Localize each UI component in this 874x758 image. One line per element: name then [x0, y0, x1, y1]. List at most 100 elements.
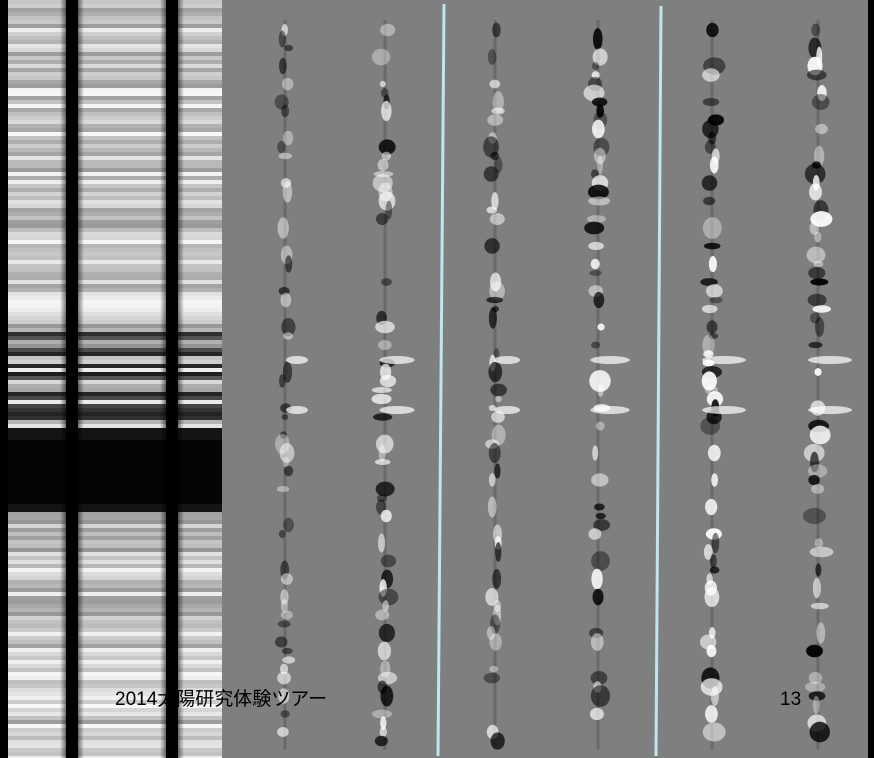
polarization-signal: [372, 387, 392, 393]
polarization-signal: [703, 217, 722, 239]
intensity-stripe: [8, 244, 222, 248]
intensity-stripe: [8, 664, 222, 668]
polarization-signal: [278, 620, 291, 627]
polarization-signal: [702, 305, 718, 313]
intensity-stripe: [8, 676, 222, 680]
intensity-stripe: [8, 36, 222, 40]
intensity-stripe: [8, 180, 222, 184]
polarization-signal: [706, 23, 718, 37]
polarization-signal: [710, 566, 720, 573]
intensity-stripe: [8, 176, 222, 180]
intensity-stripe: [8, 324, 222, 328]
polarization-signal: [593, 28, 603, 50]
intensity-stripe: [8, 572, 222, 576]
intensity-stripe: [8, 416, 222, 420]
polarization-signal: [591, 259, 600, 269]
intensity-stripe: [8, 472, 222, 476]
intensity-stripe: [8, 212, 222, 216]
intensity-stripe: [8, 284, 222, 288]
intensity-stripe: [8, 608, 222, 612]
polarization-signal: [284, 45, 293, 51]
page: {"footer": {"title": "2014太陽研究体験ツアー", "p…: [0, 0, 874, 758]
polarization-signal: [588, 242, 604, 250]
polarization-signal: [704, 243, 721, 250]
polarization-signal: [279, 530, 286, 538]
polarization-signal: [375, 610, 389, 621]
polarization-signal: [808, 406, 852, 414]
polarization-signal: [591, 685, 610, 707]
intensity-stripe: [8, 272, 222, 276]
polarization-signal: [283, 131, 293, 146]
intensity-stripe: [8, 528, 222, 532]
intensity-stripe: [8, 644, 222, 648]
intensity-stripe: [8, 408, 222, 412]
polarization-signal: [709, 297, 722, 303]
intensity-stripe: [8, 352, 222, 356]
polarization-signal: [379, 406, 414, 414]
intensity-stripe: [8, 620, 222, 624]
intensity-stripe: [8, 372, 222, 376]
intensity-stripe: [8, 224, 222, 228]
polarization-signal: [489, 473, 496, 486]
intensity-stripe: [8, 144, 222, 148]
intensity-stripe: [8, 672, 222, 676]
intensity-stripe: [8, 596, 222, 600]
polarization-signal: [592, 445, 598, 460]
intensity-stripe: [8, 92, 222, 96]
polarization-signal: [381, 278, 392, 286]
polarization-signal: [495, 396, 501, 402]
polarization-signal: [710, 156, 719, 173]
slide: 2014太陽研究体験ツアー 13: [0, 0, 874, 758]
intensity-stripe: [8, 172, 222, 176]
intensity-stripe: [8, 648, 222, 652]
intensity-stripe: [8, 116, 222, 120]
intensity-stripe: [8, 16, 222, 20]
polarization-signal: [278, 217, 289, 238]
intensity-stripe: [8, 336, 222, 340]
polarization-signal: [284, 466, 293, 477]
polarization-signal: [702, 356, 746, 364]
polarization-signal: [808, 267, 825, 279]
polarization-signal: [815, 538, 823, 548]
intensity-stripe: [8, 48, 222, 52]
intensity-stripe: [8, 320, 222, 324]
intensity-stripe: [8, 292, 222, 296]
polarization-signal: [283, 332, 293, 339]
intensity-stripe: [8, 44, 222, 48]
intensity-stripe: [8, 652, 222, 656]
polarization-signal: [492, 569, 501, 589]
intensity-stripe: [8, 260, 222, 264]
intensity-stripe: [8, 740, 222, 744]
intensity-stripe: [8, 156, 222, 160]
intensity-stripe: [8, 684, 222, 688]
polarization-signal: [494, 406, 520, 414]
polarization-signal: [810, 426, 831, 445]
polarization-signal: [809, 184, 822, 201]
polarization-signal: [281, 105, 289, 117]
polarization-signal: [375, 736, 388, 746]
intensity-stripe: [8, 64, 222, 68]
polarization-signal: [597, 383, 603, 397]
intensity-stripe: [8, 56, 222, 60]
polarization-signal: [381, 510, 392, 522]
intensity-stripe: [8, 384, 222, 388]
polarization-signal: [378, 159, 389, 171]
polarization-signal: [590, 356, 630, 364]
footer-title: 2014太陽研究体験ツアー: [115, 688, 327, 710]
polarization-signal: [815, 317, 824, 337]
intensity-stripe: [8, 460, 222, 464]
polarization-signal: [593, 589, 604, 606]
polarization-signal: [708, 445, 721, 462]
polarization-signal: [281, 610, 293, 619]
polarization-signal: [380, 24, 395, 36]
intensity-stripe: [8, 84, 222, 88]
intensity-stripe: [8, 656, 222, 660]
polarization-signal: [486, 297, 503, 303]
polarization-signal: [591, 569, 602, 590]
polarization-signal: [815, 124, 828, 134]
polarization-signal: [282, 648, 293, 654]
intensity-stripe: [8, 264, 222, 268]
polarization-signal: [277, 486, 289, 492]
intensity-stripe: [8, 348, 222, 352]
intensity-stripe: [8, 500, 222, 504]
